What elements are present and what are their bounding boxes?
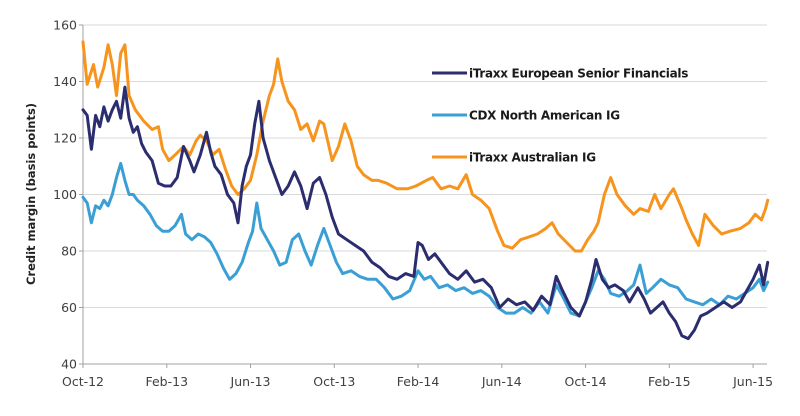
x-tick-label: Oct-12 [62,374,104,389]
y-tick-label: 160 [53,18,77,33]
x-tick-label: Oct-13 [313,374,355,389]
legend-label: iTraxx Australian IG [469,151,596,165]
y-tick-label: 120 [53,131,77,146]
legend: iTraxx European Senior Financials CDX Nor… [432,67,689,165]
legend-label: iTraxx European Senior Financials [469,67,688,81]
x-tick-label: Jun-15 [732,374,773,389]
y-tick-label: 80 [61,244,77,259]
series-line-itraxx-australian-ig [81,40,770,253]
y-tick-labels: 40 60 80 100 120 140 160 [53,18,83,372]
y-axis-label: Credit margin (basis points) [24,103,38,285]
y-tick-label: 60 [61,300,77,315]
x-tick-label: Feb-14 [397,374,440,389]
y-tick-label: 140 [53,74,77,89]
y-tick-label: 100 [53,187,77,202]
x-tick-label: Jun-14 [481,374,522,389]
y-tick-label: 40 [61,357,77,372]
series-line-cdx-north-american-ig [81,161,770,318]
series-line-itraxx-european-senior-financials [81,85,770,341]
x-tick-label: Feb-15 [648,374,691,389]
legend-entry: CDX North American IG [432,109,620,123]
legend-entry: iTraxx European Senior Financials [432,67,689,81]
legend-label: CDX North American IG [469,109,620,123]
x-tick-label: Oct-14 [565,374,607,389]
x-tick-label: Feb-13 [145,374,188,389]
legend-entry: iTraxx Australian IG [432,151,596,165]
x-tick-label: Jun-13 [230,374,271,389]
x-tick-labels: Oct-12 Feb-13 Jun-13 Oct-13 Feb-14 Jun-14 Oct-… [62,364,773,389]
series-lines [81,40,770,341]
